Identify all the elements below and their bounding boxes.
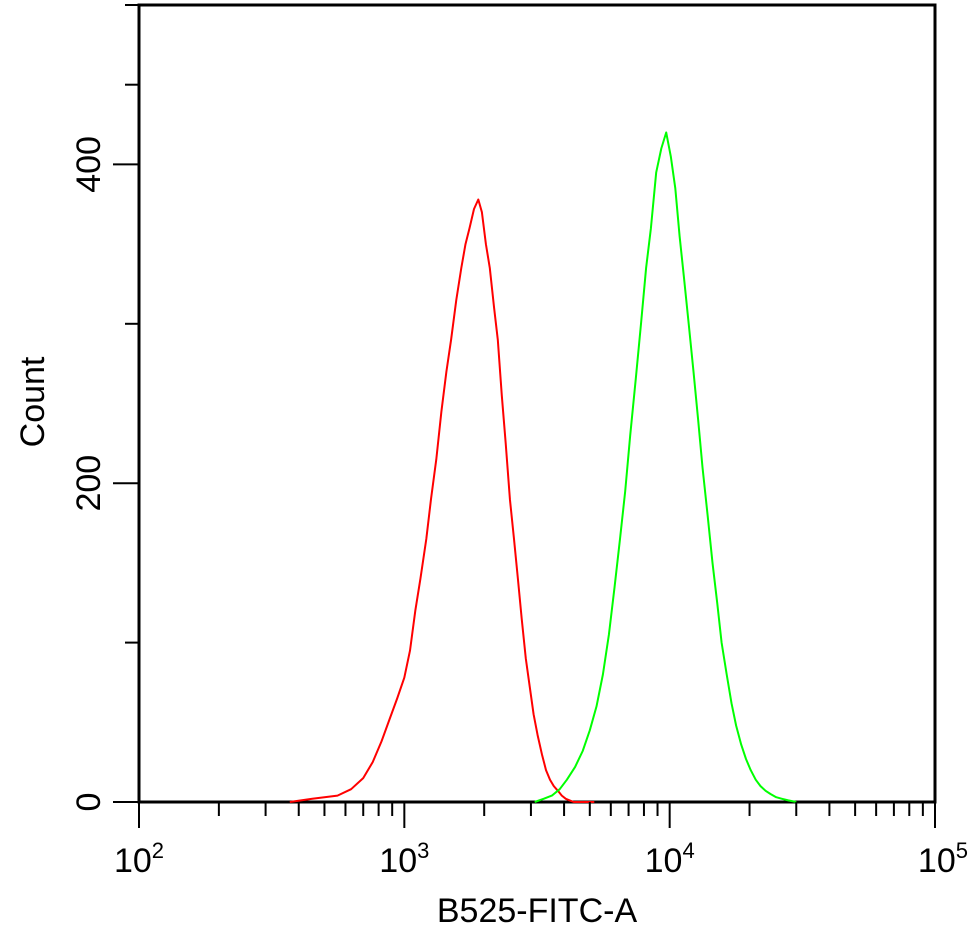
x-tick-label: 103	[379, 838, 429, 880]
x-axis-title: B525-FITC-A	[437, 892, 638, 930]
series-line-0	[289, 198, 595, 803]
series-layer	[289, 131, 797, 803]
x-tick-label: 102	[114, 838, 164, 880]
x-tick-label: 104	[645, 838, 695, 880]
x-tick-label: 105	[918, 838, 968, 880]
y-axis-ticks: 0 200 400	[70, 4, 139, 812]
y-tick-label: 200	[70, 455, 108, 512]
x-axis-ticks: 102 103 104 105	[114, 802, 968, 880]
plot-frame	[137, 3, 937, 804]
y-tick-label: 400	[70, 136, 108, 193]
y-axis-title: Count	[14, 356, 52, 447]
y-tick-label: 0	[70, 793, 108, 812]
series-line-1	[534, 131, 797, 803]
